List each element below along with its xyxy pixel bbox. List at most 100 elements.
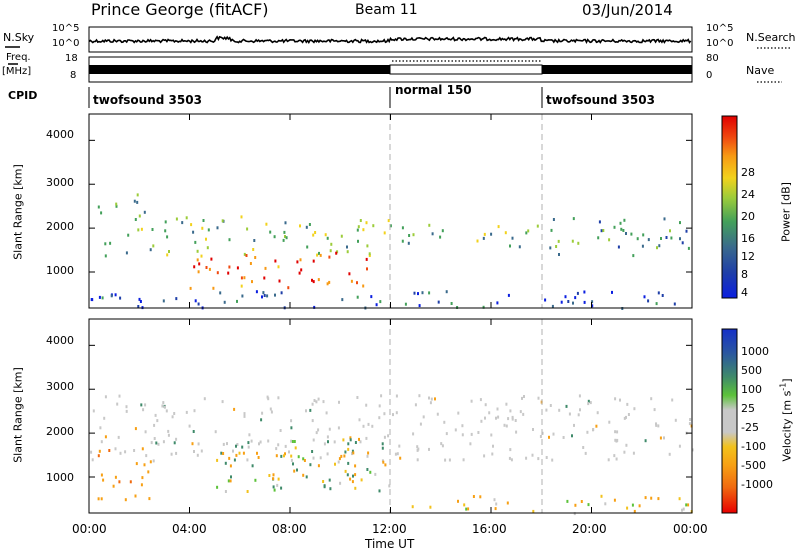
velocity-colorbar [721,328,738,514]
power-data-cell [104,242,107,246]
power-data-cell [149,248,152,252]
power-data-cell [245,254,248,257]
power-data-cell [536,224,539,228]
vel-data-cell [479,495,482,499]
vel-data-cell [125,405,128,409]
vel-data-cell [388,484,391,488]
power-data-cell [162,299,165,303]
power-data-cell [166,253,169,257]
power-data-cell [483,232,486,236]
power-data-cell [583,290,586,294]
vel-data-cell [290,419,293,423]
power-data-cell [366,244,369,248]
vel-data-cell [623,450,626,454]
power-cb-tick-12: 12 [741,250,755,263]
power-data-cell [576,291,579,295]
nave-label: Nave [746,64,775,77]
x-axis-label: Time UT [365,537,415,551]
vel-data-cell [216,485,219,489]
power-data-cell [305,225,308,229]
vel-data-cell [311,450,314,453]
vel-data-cell [398,444,401,448]
freq-label-bottom: [MHz] [2,66,32,77]
vel-data-cell [392,413,394,417]
vel-data-cell [90,450,93,454]
vel-data-cell [352,474,354,478]
power-data-cell [210,257,213,261]
vel-data-cell [580,500,583,503]
power-data-cell [552,218,555,221]
power-data-cell [314,231,317,234]
vel-data-cell [143,463,146,467]
power-data-cell [197,302,200,306]
vel-data-cell [342,438,345,442]
power-data-cell [196,249,199,253]
vel-data-cell [337,460,340,464]
vel-data-cell [349,436,352,440]
power-data-cell [497,225,500,229]
vel-data-cell [470,399,473,403]
vel-data-cell [587,402,590,406]
nave-tick-top: 80 [706,53,719,64]
vel-data-cell [347,447,350,451]
power-data-cell [431,232,434,236]
vel-data-cell [416,445,419,449]
vel-data-cell [573,423,575,427]
power-data-cell [143,210,146,214]
vel-data-cell [290,439,293,443]
power-data-cell [306,245,309,249]
vel-data-cell [532,509,535,513]
vel-data-cell [247,445,250,449]
power-data-cell [428,291,431,295]
vel-data-cell [633,407,636,411]
vel-data-cell [631,503,634,507]
vel-data-cell [338,457,341,461]
power-data-cell [278,279,281,283]
freq-tick-top: 18 [65,53,78,64]
vel-data-cell [297,455,300,459]
power-data-cell [326,282,329,286]
vel-data-cell [592,428,595,431]
power-data-cell [246,227,249,231]
vel-data-cell [521,396,523,400]
vel-data-cell [312,456,315,460]
vel-data-cell [351,449,354,453]
vel-data-cell [467,507,470,511]
vel-data-cell [104,395,107,399]
vel-data-cell [596,411,599,415]
power-data-cell [216,226,219,230]
power-data-cell [518,245,521,249]
vel-data-cell [157,442,160,446]
power-data-cell [274,259,277,263]
freq-bar-right [542,65,692,74]
power-data-cell [109,241,112,245]
vel-data-cell [638,504,641,508]
power-data-cell [181,221,184,225]
vel-data-cell [495,502,498,506]
power-data-cell [350,279,353,283]
vel-data-cell [277,443,280,447]
x-tick-0000: 00:00 [72,522,107,536]
power-data-cell [356,295,359,299]
power-data-cell [201,226,204,230]
velocity-y-axis-label: Slant Range [km] [11,367,25,463]
cpid-segment-2: normal 150 [395,83,472,97]
vel-data-cell [414,403,417,407]
vel-data-cell [600,494,603,498]
x-tick-1200: 12:00 [372,522,407,536]
power-data-cell [550,228,553,232]
vel-data-cell [142,408,145,412]
vel-data-cell [339,481,342,485]
vel-data-cell [678,497,681,501]
vel-data-cell [100,497,103,501]
power-data-cell [574,296,577,300]
power-data-cell [527,229,530,233]
power-data-cell [600,229,603,233]
vel-data-cell [354,473,357,477]
vel-data-cell [261,411,264,415]
vel-data-cell [170,452,173,456]
power-data-cell [439,235,442,239]
vel-data-cell [185,410,188,414]
vel-data-cell [687,503,690,507]
vel-data-cell [434,397,436,401]
